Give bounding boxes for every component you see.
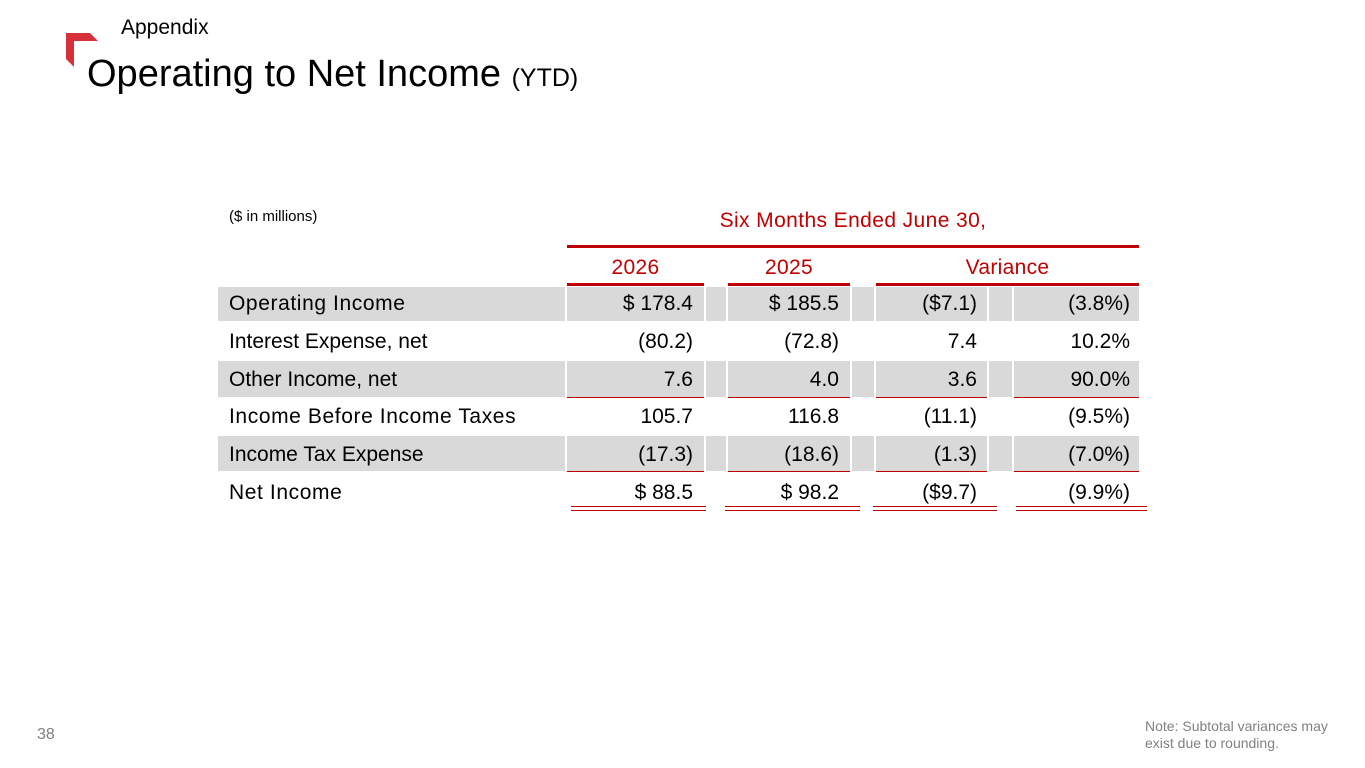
column-gap xyxy=(565,436,567,471)
cell-2025: $ 98.2 xyxy=(780,481,839,504)
subtotal-rule xyxy=(567,397,704,398)
row-shading-other-income xyxy=(218,361,1139,397)
brand-logo-icon xyxy=(66,33,98,67)
cell-variance-amount: ($9.7) xyxy=(922,481,977,504)
total-rule xyxy=(1014,471,1139,472)
double-underline xyxy=(1016,506,1147,511)
column-gap xyxy=(874,361,876,397)
cell-2025: 4.0 xyxy=(809,368,839,391)
cell-2025: (18.6) xyxy=(784,443,839,466)
column-gap xyxy=(987,361,989,397)
double-underline xyxy=(571,506,706,511)
cell-2026: $ 178.4 xyxy=(622,292,693,315)
column-gap xyxy=(704,436,706,471)
column-rule-2025 xyxy=(728,283,850,286)
column-gap xyxy=(850,287,852,321)
period-header-rule xyxy=(567,245,1139,248)
column-gap xyxy=(987,436,989,471)
total-rule xyxy=(876,471,987,472)
column-header-2025: 2025 xyxy=(765,256,813,279)
cell-variance-percent: (9.9%) xyxy=(1068,481,1130,504)
row-label-interest-expense: Interest Expense, net xyxy=(229,330,428,353)
units-note: ($ in millions) xyxy=(229,208,318,225)
subtotal-rule xyxy=(728,397,850,398)
period-header: Six Months Ended June 30, xyxy=(719,209,987,232)
column-gap xyxy=(1012,361,1014,397)
column-gap xyxy=(1012,287,1014,321)
total-rule xyxy=(567,471,704,472)
column-gap xyxy=(565,361,567,397)
column-gap xyxy=(704,361,706,397)
cell-variance-amount: (1.3) xyxy=(933,443,977,466)
subtotal-rule xyxy=(876,397,987,398)
cell-2026: (17.3) xyxy=(638,443,693,466)
row-shading-income-tax xyxy=(218,436,1139,471)
subtotal-rule xyxy=(1014,397,1139,398)
column-gap xyxy=(850,436,852,471)
column-rule-2026 xyxy=(567,283,704,286)
column-rule-variance xyxy=(876,283,1139,286)
cell-variance-amount: 7.4 xyxy=(947,330,977,353)
cell-variance-percent: (9.5%) xyxy=(1068,405,1130,428)
double-underline xyxy=(725,506,860,511)
column-gap xyxy=(874,287,876,321)
page-number: 38 xyxy=(37,726,55,743)
column-gap xyxy=(565,287,567,321)
column-header-variance: Variance xyxy=(965,256,1050,279)
column-gap xyxy=(704,287,706,321)
cell-variance-amount: (11.1) xyxy=(923,405,977,428)
cell-variance-percent: (7.0%) xyxy=(1068,443,1130,466)
column-gap xyxy=(726,361,728,397)
row-label-income-tax-expense: Income Tax Expense xyxy=(229,443,424,466)
section-label: Appendix xyxy=(121,16,209,39)
row-label-net-income: Net Income xyxy=(229,481,343,504)
cell-2026: 105.7 xyxy=(640,405,693,428)
cell-variance-amount: ($7.1) xyxy=(922,292,977,315)
cell-variance-percent: 10.2% xyxy=(1070,330,1130,353)
cell-2026: $ 88.5 xyxy=(634,481,693,504)
total-rule xyxy=(728,471,850,472)
footnote: Note: Subtotal variances may exist due t… xyxy=(1145,718,1328,751)
column-gap xyxy=(726,287,728,321)
cell-2025: 116.8 xyxy=(788,405,839,428)
row-label-operating-income: Operating Income xyxy=(229,292,406,315)
cell-variance-percent: (3.8%) xyxy=(1068,292,1130,315)
cell-2026: (80.2) xyxy=(638,330,693,353)
page-title-main: Operating to Net Income xyxy=(87,53,501,95)
column-header-2026: 2026 xyxy=(611,256,660,279)
cell-2025: $ 185.5 xyxy=(768,292,839,315)
column-gap xyxy=(850,361,852,397)
cell-2026: 7.6 xyxy=(663,368,693,391)
cell-variance-amount: 3.6 xyxy=(947,368,977,391)
cell-variance-percent: 90.0% xyxy=(1070,368,1130,391)
row-label-other-income: Other Income, net xyxy=(229,368,398,391)
double-underline xyxy=(873,506,997,511)
column-gap xyxy=(726,436,728,471)
column-gap xyxy=(874,436,876,471)
column-gap xyxy=(987,287,989,321)
cell-2025: (72.8) xyxy=(784,330,839,353)
row-label-income-before-taxes: Income Before Income Taxes xyxy=(229,405,517,428)
column-gap xyxy=(1012,436,1014,471)
page-title-suffix: (YTD) xyxy=(511,64,579,92)
row-shading-operating-income xyxy=(218,287,1139,321)
page-title: Operating to Net Income (YTD) xyxy=(87,52,578,100)
